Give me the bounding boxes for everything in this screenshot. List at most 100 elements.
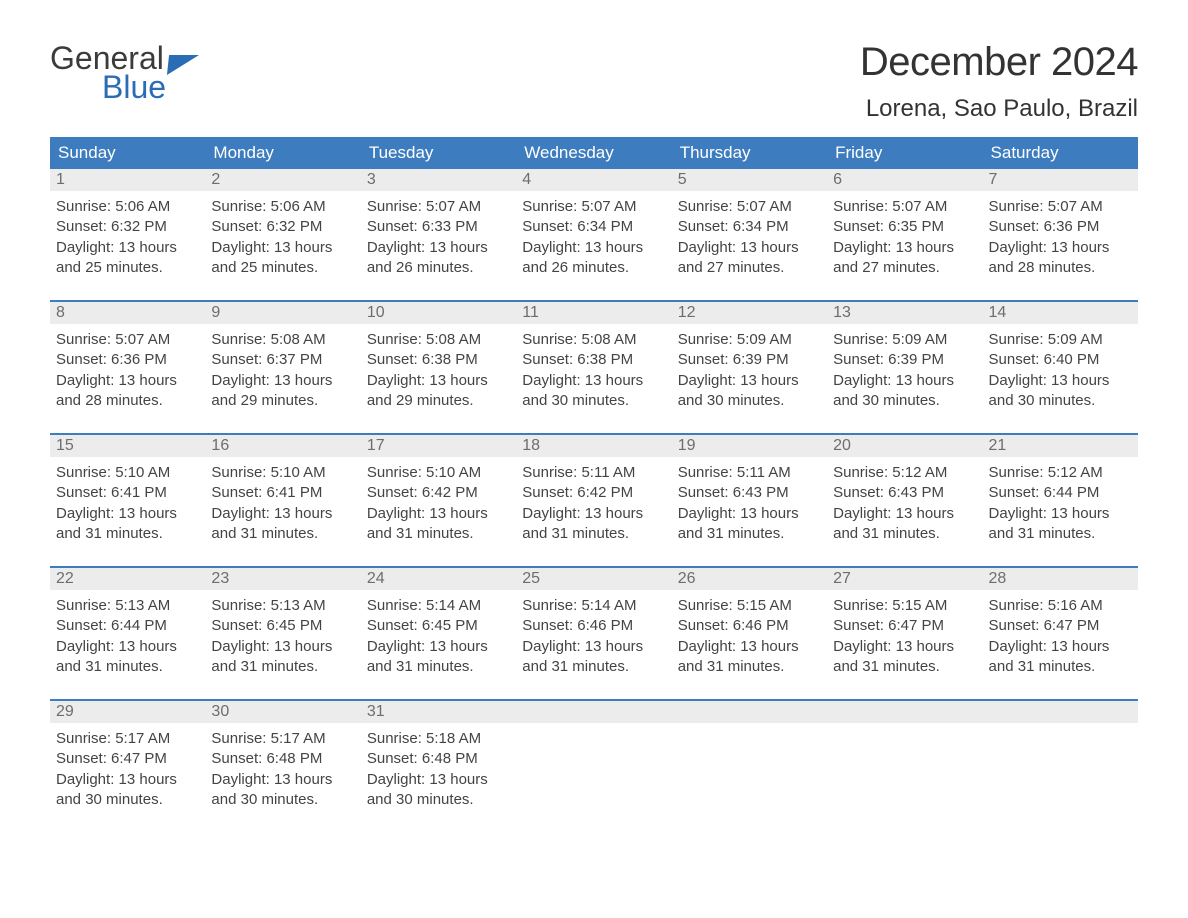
- day-cell: 14Sunrise: 5:09 AMSunset: 6:40 PMDayligh…: [983, 301, 1138, 434]
- daylight-line2: and 31 minutes.: [56, 657, 199, 677]
- day-cell: 7Sunrise: 5:07 AMSunset: 6:36 PMDaylight…: [983, 169, 1138, 301]
- daylight-line2: and 31 minutes.: [522, 657, 665, 677]
- day-number: 27: [827, 568, 982, 590]
- sunset-text: Sunset: 6:38 PM: [522, 350, 665, 370]
- day-number: 11: [516, 302, 671, 324]
- daylight-line2: and 27 minutes.: [678, 258, 821, 278]
- day-body: Sunrise: 5:18 AMSunset: 6:48 PMDaylight:…: [361, 723, 516, 832]
- sunset-text: Sunset: 6:40 PM: [989, 350, 1132, 370]
- daylight-line2: and 31 minutes.: [833, 524, 976, 544]
- day-number: 1: [50, 169, 205, 191]
- day-cell: 5Sunrise: 5:07 AMSunset: 6:34 PMDaylight…: [672, 169, 827, 301]
- sunset-text: Sunset: 6:42 PM: [522, 483, 665, 503]
- day-number: 22: [50, 568, 205, 590]
- day-number-empty: [827, 701, 982, 723]
- daylight-line2: and 30 minutes.: [56, 790, 199, 810]
- day-number-empty: [983, 701, 1138, 723]
- calendar-table: Sunday Monday Tuesday Wednesday Thursday…: [50, 137, 1138, 832]
- day-number: 4: [516, 169, 671, 191]
- sunset-text: Sunset: 6:37 PM: [211, 350, 354, 370]
- dow-thursday: Thursday: [672, 137, 827, 169]
- day-body: Sunrise: 5:08 AMSunset: 6:37 PMDaylight:…: [205, 324, 360, 433]
- daylight-line1: Daylight: 13 hours: [678, 637, 821, 657]
- daylight-line2: and 31 minutes.: [989, 657, 1132, 677]
- title-block: December 2024 Lorena, Sao Paulo, Brazil: [860, 40, 1138, 123]
- sunrise-text: Sunrise: 5:10 AM: [367, 463, 510, 483]
- sunrise-text: Sunrise: 5:07 AM: [833, 197, 976, 217]
- daylight-line1: Daylight: 13 hours: [522, 504, 665, 524]
- sunset-text: Sunset: 6:34 PM: [678, 217, 821, 237]
- daylight-line1: Daylight: 13 hours: [56, 371, 199, 391]
- sunrise-text: Sunrise: 5:09 AM: [833, 330, 976, 350]
- sunrise-text: Sunrise: 5:10 AM: [56, 463, 199, 483]
- sunrise-text: Sunrise: 5:07 AM: [678, 197, 821, 217]
- day-body-empty: [672, 723, 827, 831]
- day-number: 16: [205, 435, 360, 457]
- sunrise-text: Sunrise: 5:06 AM: [211, 197, 354, 217]
- sunset-text: Sunset: 6:47 PM: [833, 616, 976, 636]
- daylight-line1: Daylight: 13 hours: [211, 504, 354, 524]
- daylight-line2: and 30 minutes.: [833, 391, 976, 411]
- days-of-week-row: Sunday Monday Tuesday Wednesday Thursday…: [50, 137, 1138, 169]
- day-body: Sunrise: 5:11 AMSunset: 6:42 PMDaylight:…: [516, 457, 671, 566]
- daylight-line1: Daylight: 13 hours: [989, 637, 1132, 657]
- day-cell: [827, 700, 982, 832]
- day-body: Sunrise: 5:10 AMSunset: 6:42 PMDaylight:…: [361, 457, 516, 566]
- day-cell: 18Sunrise: 5:11 AMSunset: 6:42 PMDayligh…: [516, 434, 671, 567]
- daylight-line2: and 31 minutes.: [367, 524, 510, 544]
- sunset-text: Sunset: 6:44 PM: [989, 483, 1132, 503]
- day-cell: 11Sunrise: 5:08 AMSunset: 6:38 PMDayligh…: [516, 301, 671, 434]
- daylight-line1: Daylight: 13 hours: [211, 238, 354, 258]
- day-cell: 3Sunrise: 5:07 AMSunset: 6:33 PMDaylight…: [361, 169, 516, 301]
- daylight-line1: Daylight: 13 hours: [367, 371, 510, 391]
- page-title: December 2024: [860, 40, 1138, 85]
- daylight-line2: and 31 minutes.: [367, 657, 510, 677]
- daylight-line1: Daylight: 13 hours: [989, 238, 1132, 258]
- sunset-text: Sunset: 6:43 PM: [678, 483, 821, 503]
- daylight-line1: Daylight: 13 hours: [367, 238, 510, 258]
- sunset-text: Sunset: 6:48 PM: [211, 749, 354, 769]
- daylight-line1: Daylight: 13 hours: [833, 238, 976, 258]
- day-body: Sunrise: 5:06 AMSunset: 6:32 PMDaylight:…: [205, 191, 360, 300]
- sunrise-text: Sunrise: 5:07 AM: [367, 197, 510, 217]
- day-cell: 30Sunrise: 5:17 AMSunset: 6:48 PMDayligh…: [205, 700, 360, 832]
- daylight-line2: and 26 minutes.: [522, 258, 665, 278]
- day-body: Sunrise: 5:07 AMSunset: 6:34 PMDaylight:…: [672, 191, 827, 300]
- day-cell: 28Sunrise: 5:16 AMSunset: 6:47 PMDayligh…: [983, 567, 1138, 700]
- header: General Blue December 2024 Lorena, Sao P…: [50, 40, 1138, 123]
- day-number: 28: [983, 568, 1138, 590]
- day-number: 21: [983, 435, 1138, 457]
- sunrise-text: Sunrise: 5:09 AM: [678, 330, 821, 350]
- sunset-text: Sunset: 6:46 PM: [522, 616, 665, 636]
- day-body: Sunrise: 5:09 AMSunset: 6:40 PMDaylight:…: [983, 324, 1138, 433]
- day-cell: 19Sunrise: 5:11 AMSunset: 6:43 PMDayligh…: [672, 434, 827, 567]
- daylight-line2: and 30 minutes.: [522, 391, 665, 411]
- daylight-line2: and 27 minutes.: [833, 258, 976, 278]
- day-number: 15: [50, 435, 205, 457]
- sunrise-text: Sunrise: 5:08 AM: [367, 330, 510, 350]
- sunset-text: Sunset: 6:36 PM: [56, 350, 199, 370]
- day-cell: 12Sunrise: 5:09 AMSunset: 6:39 PMDayligh…: [672, 301, 827, 434]
- daylight-line1: Daylight: 13 hours: [211, 770, 354, 790]
- sunset-text: Sunset: 6:32 PM: [56, 217, 199, 237]
- sunset-text: Sunset: 6:45 PM: [211, 616, 354, 636]
- daylight-line2: and 25 minutes.: [56, 258, 199, 278]
- daylight-line1: Daylight: 13 hours: [211, 637, 354, 657]
- sunrise-text: Sunrise: 5:16 AM: [989, 596, 1132, 616]
- daylight-line1: Daylight: 13 hours: [833, 637, 976, 657]
- day-number: 13: [827, 302, 982, 324]
- sunset-text: Sunset: 6:43 PM: [833, 483, 976, 503]
- daylight-line1: Daylight: 13 hours: [989, 504, 1132, 524]
- day-cell: 8Sunrise: 5:07 AMSunset: 6:36 PMDaylight…: [50, 301, 205, 434]
- day-cell: 29Sunrise: 5:17 AMSunset: 6:47 PMDayligh…: [50, 700, 205, 832]
- day-number: 20: [827, 435, 982, 457]
- daylight-line2: and 30 minutes.: [678, 391, 821, 411]
- dow-wednesday: Wednesday: [516, 137, 671, 169]
- daylight-line1: Daylight: 13 hours: [678, 371, 821, 391]
- daylight-line1: Daylight: 13 hours: [678, 238, 821, 258]
- day-body-empty: [516, 723, 671, 831]
- dow-monday: Monday: [205, 137, 360, 169]
- week-row: 22Sunrise: 5:13 AMSunset: 6:44 PMDayligh…: [50, 567, 1138, 700]
- daylight-line1: Daylight: 13 hours: [56, 504, 199, 524]
- day-cell: [516, 700, 671, 832]
